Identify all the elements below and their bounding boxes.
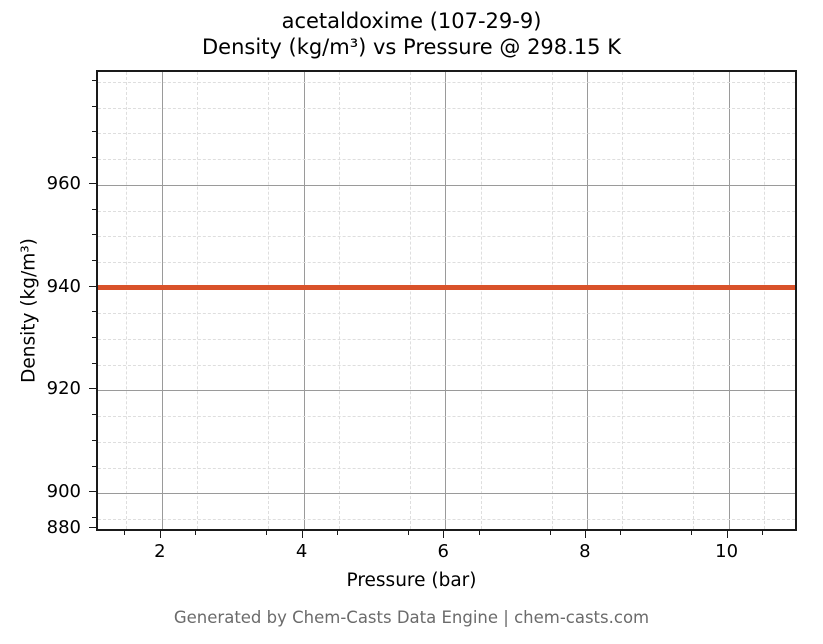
x-axis-label: Pressure (bar) [346,570,477,591]
x-tick-2 [159,531,161,538]
plot-area [96,70,797,531]
y-tick-920 [89,388,96,390]
y-tick-minor [92,80,96,81]
title-line-compound: acetaldoxime (107-29-9) [281,9,542,33]
y-ticklabel-880: 880 [46,517,81,538]
x-ticklabel-10: 10 [715,541,739,562]
x-tick-8 [584,531,586,538]
y-tick-880 [89,527,96,528]
y-ticklabel-960: 960 [46,172,81,194]
x-tick-minor [124,531,126,535]
y-tick-minor [92,311,96,313]
x-ticklabel-6: 6 [437,541,449,562]
y-tick-940 [89,285,96,287]
x-ticklabel-2: 2 [154,541,166,562]
chart-title: acetaldoxime (107-29-9) Density (kg/m³) … [0,8,823,61]
gridline-major-y [98,529,795,530]
y-tick-minor [92,105,96,107]
footer-attribution: Generated by Chem-Casts Data Engine | ch… [173,608,650,627]
y-tick-minor [92,491,96,493]
density-series-line [98,285,795,291]
y-tick-minor [92,516,96,518]
x-tick-6 [443,531,445,538]
x-tick-4 [301,531,303,538]
y-ticklabel-920: 920 [46,378,81,400]
y-tick-minor [92,234,96,236]
y-tick-minor [92,439,96,441]
x-tick-minor [691,531,693,535]
x-tick-minor [266,531,268,535]
x-tick-minor [407,531,409,535]
y-tick-minor [92,362,96,364]
y-axis-label: Density (kg/m³) [18,238,40,383]
y-tick-minor [92,131,96,133]
y-tick-minor [92,259,96,261]
y-tick-minor [92,208,96,210]
data-series-layer [98,72,795,529]
x-tick-minor [620,531,622,535]
y-tick-minor [92,414,96,416]
y-ticklabel-900: 900 [46,481,81,503]
y-tick-minor [92,157,96,159]
x-tick-minor [549,531,551,535]
x-tick-minor [337,531,338,535]
y-tick-minor [92,337,96,338]
x-ticklabel-4: 4 [295,541,308,562]
y-tick-960 [89,182,96,184]
x-tick-10 [726,531,728,538]
y-ticklabel-940: 940 [46,275,81,297]
title-line-axes-summary: Density (kg/m³) vs Pressure @ 298.15 K [201,35,621,60]
y-tick-minor [92,465,96,467]
x-tick-minor [762,531,764,535]
x-tick-minor [195,531,197,535]
x-tick-minor [478,531,480,535]
x-ticklabel-8: 8 [579,541,591,562]
